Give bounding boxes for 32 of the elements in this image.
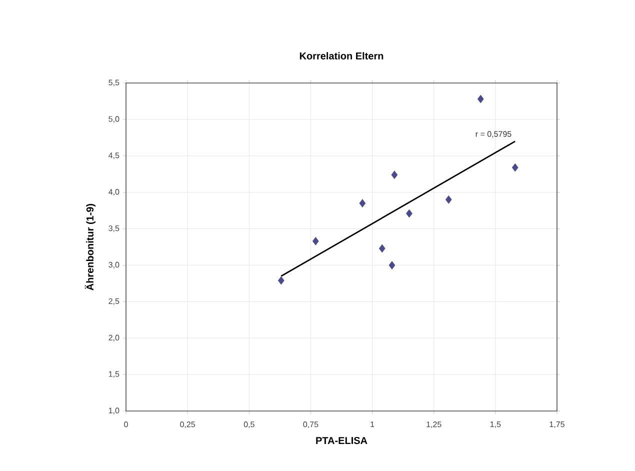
x-tick-label: 1,25 (426, 422, 442, 428)
x-axis-title: PTA-ELISA (316, 436, 368, 444)
x-tick-label: 1,5 (490, 422, 501, 428)
y-tick-label: 1,0 (108, 408, 120, 414)
y-tick-label: 2,0 (108, 334, 120, 342)
point (278, 276, 284, 285)
chart-title: Korrelation Eltern (300, 52, 384, 60)
y-axis-title: Ährenbonitur (1-9) (84, 204, 96, 290)
point (388, 261, 396, 270)
y-tick-label: 1,5 (108, 371, 120, 378)
y-tick-label: 3,0 (108, 262, 120, 269)
y-tick-label: 2,5 (108, 298, 120, 305)
point (406, 209, 412, 218)
y-tick-label: 5,5 (108, 80, 120, 86)
point (312, 236, 319, 246)
point (378, 244, 386, 253)
x-tick-label: 1,75 (550, 422, 564, 428)
x-tick-label: 0 (124, 422, 128, 428)
point (445, 195, 452, 204)
x-tick-label: 1 (370, 422, 374, 428)
y-tick-label: 4,5 (108, 152, 120, 160)
y-tick-label: 3,5 (108, 225, 120, 232)
point (477, 94, 484, 104)
point (391, 170, 398, 180)
point (512, 163, 518, 172)
x-tick-label: 0,5 (244, 422, 254, 428)
y-tick-label: 5,0 (108, 116, 120, 123)
point (359, 199, 366, 208)
x-tick-label: 0,75 (303, 422, 318, 428)
y-tick-label: 4,0 (108, 189, 120, 196)
x-tick-label: 0,25 (180, 422, 196, 428)
annotation: r = 0,5795 (476, 131, 512, 138)
